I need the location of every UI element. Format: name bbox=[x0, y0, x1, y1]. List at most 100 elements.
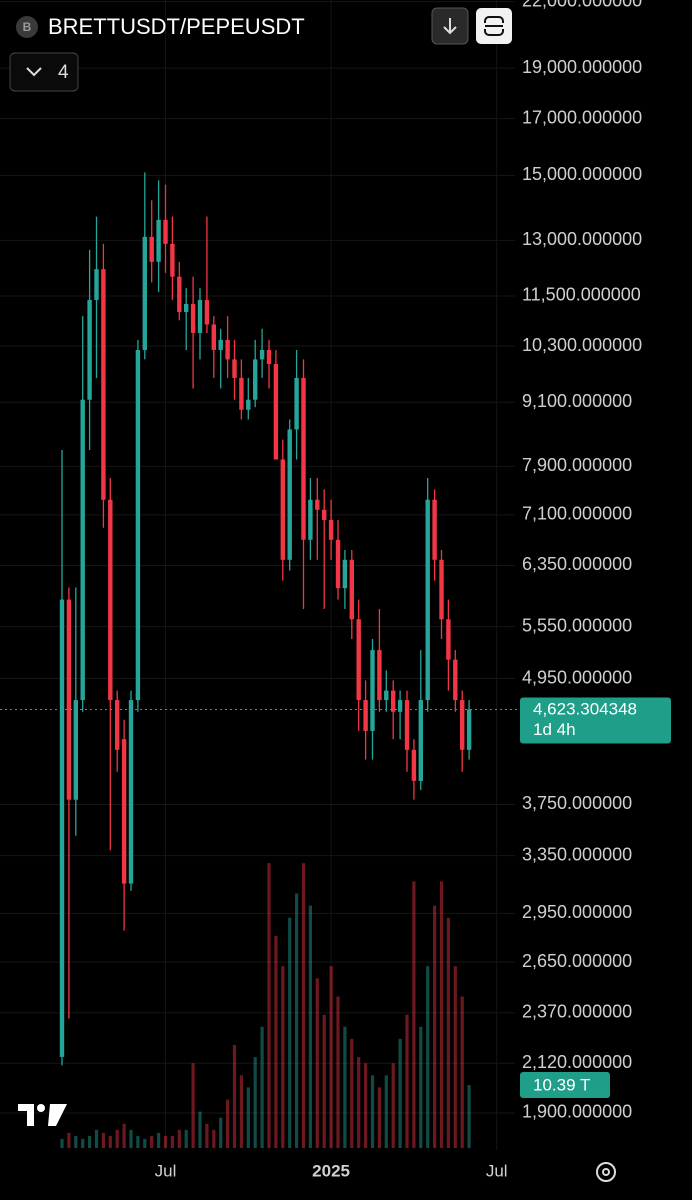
volume-bar bbox=[157, 1132, 161, 1148]
chevron-icon bbox=[26, 67, 42, 77]
last-price-box bbox=[520, 697, 671, 744]
volume-bar bbox=[129, 1129, 133, 1148]
volume-bar bbox=[467, 1085, 471, 1148]
candle-body bbox=[253, 359, 258, 400]
volume-bar bbox=[101, 1132, 105, 1148]
candle-body bbox=[246, 399, 251, 410]
candle-body bbox=[460, 700, 465, 750]
y-tick-label: 22,000.000000 bbox=[522, 0, 642, 10]
volume-bar bbox=[253, 1057, 257, 1148]
y-tick-label: 15,000.000000 bbox=[522, 164, 642, 184]
candle-body bbox=[80, 399, 85, 701]
volume-bar bbox=[426, 966, 430, 1148]
candle-body bbox=[335, 539, 341, 589]
volume-bar bbox=[122, 1123, 126, 1148]
candles bbox=[59, 172, 472, 1066]
volume-label: 10.39 T bbox=[533, 1076, 590, 1095]
volume-bar bbox=[226, 1099, 230, 1148]
volume-bar bbox=[315, 978, 319, 1148]
candle-body bbox=[149, 236, 154, 262]
candle-body bbox=[446, 619, 451, 660]
volume-bar bbox=[81, 1138, 85, 1148]
y-tick-label: 2,650.000000 bbox=[522, 951, 632, 971]
volume-bar bbox=[433, 905, 437, 1148]
volume-bar bbox=[384, 1075, 388, 1148]
candle-body bbox=[315, 499, 320, 510]
volume-bar bbox=[184, 1129, 188, 1148]
candle-body bbox=[301, 377, 306, 540]
volume-bar bbox=[74, 1135, 78, 1148]
y-tick-label: 5,550.000000 bbox=[522, 615, 632, 635]
volume-bar bbox=[143, 1138, 147, 1148]
volume-bar bbox=[322, 1014, 326, 1148]
y-tick-label: 2,370.000000 bbox=[522, 1001, 632, 1021]
y-tick-label: 9,100.000000 bbox=[522, 391, 632, 411]
candle-body bbox=[404, 700, 410, 750]
candle-body bbox=[211, 324, 216, 350]
volume-bar bbox=[170, 1135, 174, 1148]
volume-bar bbox=[377, 1087, 381, 1148]
price-axis: 22,000.000000 19,000.000000 17,000.000000 1… bbox=[522, 0, 642, 1122]
settings-button[interactable] bbox=[596, 1162, 616, 1182]
volume-bar bbox=[150, 1135, 154, 1148]
candle-body bbox=[218, 339, 223, 350]
volume-bar bbox=[364, 1063, 368, 1148]
volume-bar bbox=[308, 905, 312, 1148]
volume-bar bbox=[88, 1135, 92, 1148]
candle-body bbox=[453, 659, 458, 701]
candle-body bbox=[121, 739, 127, 884]
volume-bar bbox=[446, 917, 450, 1148]
volume-bar bbox=[274, 935, 278, 1148]
candle-body bbox=[273, 363, 279, 460]
candle-body bbox=[259, 349, 265, 360]
volume-bar bbox=[343, 1026, 347, 1148]
volume-bar bbox=[212, 1129, 216, 1148]
volume-bar bbox=[398, 1038, 402, 1148]
last-price-label: 4,623.304348 bbox=[533, 699, 637, 718]
volume-bar bbox=[370, 1075, 375, 1148]
volume-bar bbox=[198, 1111, 202, 1148]
candle-body bbox=[363, 700, 368, 731]
volume-bar bbox=[267, 863, 271, 1148]
candle-body bbox=[128, 700, 134, 884]
volume-bar bbox=[301, 863, 306, 1148]
candle-body bbox=[349, 559, 354, 620]
volume-bar bbox=[329, 966, 333, 1148]
volume-bar bbox=[94, 1129, 99, 1148]
logo bbox=[18, 1104, 67, 1126]
candle-body bbox=[232, 359, 237, 378]
volume-label-box bbox=[520, 1072, 610, 1099]
countdown-label: 1d 4h bbox=[533, 720, 576, 739]
indicators-toggle[interactable] bbox=[9, 52, 79, 92]
volume-bar bbox=[219, 1117, 223, 1148]
volume-bar bbox=[412, 881, 416, 1148]
volume-pane bbox=[60, 863, 471, 1148]
candle-body bbox=[294, 377, 299, 430]
settings-icon bbox=[602, 1168, 610, 1176]
candle-body bbox=[391, 690, 396, 712]
candle-body bbox=[73, 700, 78, 800]
volume-bar bbox=[288, 917, 292, 1148]
candle-body bbox=[101, 269, 106, 500]
candle-body bbox=[384, 690, 389, 701]
candle-body bbox=[439, 559, 444, 620]
x-tick-label: Jul bbox=[486, 1161, 508, 1180]
volume-bar bbox=[260, 1026, 264, 1148]
candle-body bbox=[87, 299, 92, 400]
candle-body bbox=[66, 599, 72, 800]
volume-bar bbox=[350, 1038, 354, 1148]
candle-body bbox=[94, 269, 99, 300]
candle-body bbox=[108, 499, 113, 701]
candle-body bbox=[142, 236, 147, 350]
volume-bar bbox=[232, 1044, 237, 1148]
volume-bar bbox=[246, 1087, 250, 1148]
candle-body bbox=[239, 377, 244, 410]
candle-body bbox=[377, 650, 382, 701]
y-tick-label: 7,900.000000 bbox=[522, 455, 632, 475]
y-tick-label: 4,950.000000 bbox=[522, 667, 632, 687]
candle-body bbox=[370, 650, 375, 731]
volume-bar bbox=[191, 1063, 195, 1148]
time-axis: Jul 2025 Jul bbox=[155, 1161, 508, 1180]
